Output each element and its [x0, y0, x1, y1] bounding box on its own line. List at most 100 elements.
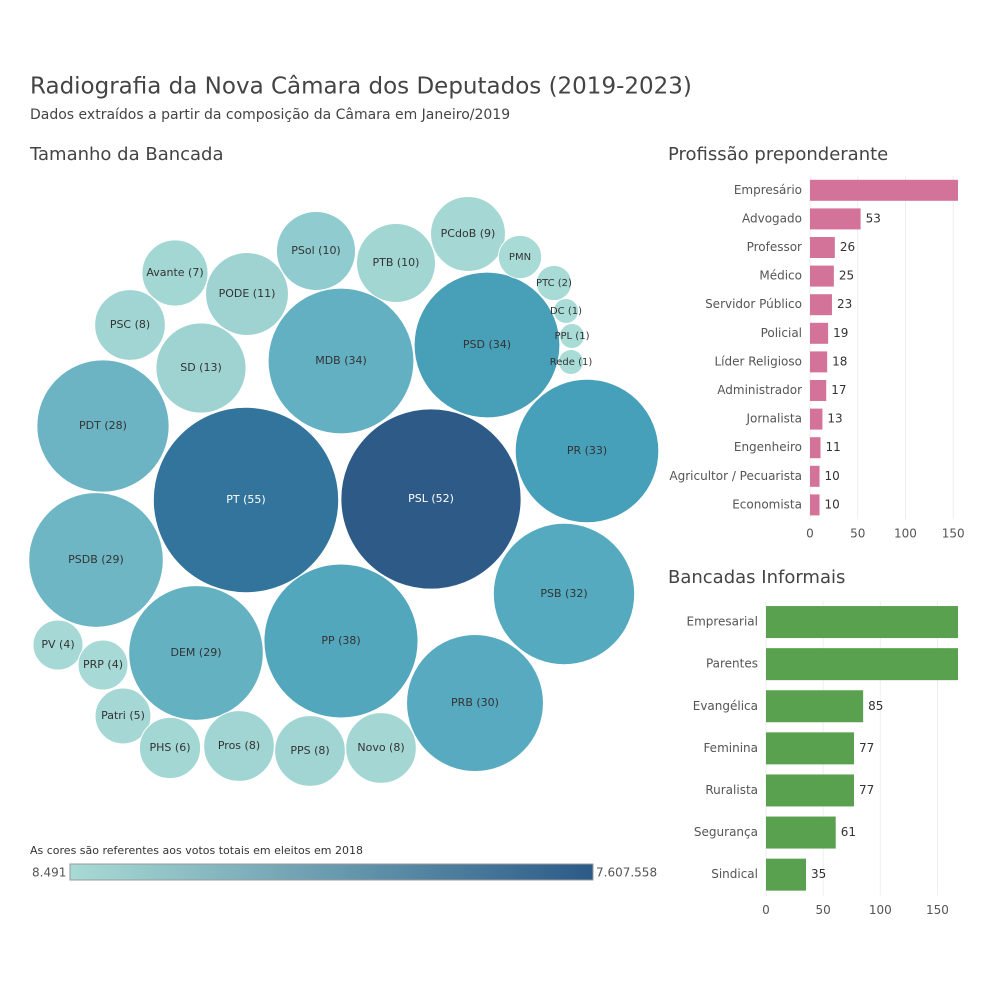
bubble-label: PSD (34) [463, 338, 511, 351]
bar [810, 494, 820, 516]
y-tick-label: Ruralista [705, 783, 758, 797]
y-tick-label: Servidor Público [705, 297, 802, 311]
bubble [340, 408, 522, 590]
bar [810, 351, 828, 373]
x-tick-label: 100 [869, 903, 892, 917]
value-label: 25 [839, 269, 854, 283]
value-label: 11 [826, 440, 841, 454]
bubble-label: PRP (4) [83, 658, 123, 671]
bubble [28, 492, 164, 628]
bubble-label: Avante (7) [146, 266, 203, 279]
y-tick-label: Professor [747, 240, 802, 254]
bubble [94, 289, 166, 361]
bubble-label: Pros (8) [218, 739, 260, 752]
y-tick-label: Empresário [734, 183, 802, 197]
y-tick-label: Advogado [742, 211, 802, 225]
y-tick-label: Parentes [706, 657, 758, 671]
bubble [138, 716, 202, 780]
bar [766, 774, 854, 807]
bar [810, 322, 829, 344]
bubble [155, 322, 247, 414]
value-label: 26 [840, 240, 855, 254]
subtitle: Dados extraídos a partir da composição d… [30, 107, 510, 123]
x-tick-label: 150 [942, 527, 965, 541]
bubble [205, 252, 289, 336]
bubble [559, 323, 585, 349]
bubble [203, 710, 275, 782]
bars [810, 179, 958, 516]
value-label: 53 [866, 211, 881, 225]
bubble-label: PV (4) [41, 638, 74, 651]
x-tick-label: 0 [806, 527, 814, 541]
bubble-label: PPL (1) [555, 331, 590, 342]
y-tick-label: Engenheiro [734, 440, 802, 454]
bubble [345, 712, 417, 784]
bubble [32, 619, 84, 671]
x-tick-label: 150 [926, 903, 949, 917]
bar [810, 237, 835, 258]
bubble-label: Novo (8) [357, 741, 404, 754]
bubble-label: PSL (52) [408, 492, 454, 505]
bubble-label: PR (33) [567, 444, 607, 457]
bar [810, 208, 861, 230]
bubble-label: PMN [509, 252, 531, 263]
y-tick-label: Médico [759, 269, 802, 283]
bars [766, 606, 958, 891]
legend-min: 8.491 [32, 866, 66, 880]
bubble [430, 196, 506, 272]
bubble-label: PRB (30) [451, 696, 499, 709]
x-tick-label: 100 [894, 527, 917, 541]
y-tick-label: Administrador [717, 383, 802, 397]
value-label: 85 [868, 699, 883, 713]
bubble-label: PT (55) [226, 493, 265, 506]
y-tick-label: Economista [732, 497, 802, 511]
bubble [141, 239, 209, 307]
value-label: 13 [827, 412, 842, 426]
bar [766, 648, 958, 681]
value-label: 77 [859, 741, 874, 755]
bar [810, 265, 834, 287]
bar [810, 294, 832, 316]
y-tick-label: Segurança [694, 825, 758, 839]
bubble [275, 210, 357, 292]
bubble-label: PHS (6) [150, 741, 191, 754]
title: Radiografia da Nova Câmara dos Deputados… [30, 74, 692, 100]
legend-max: 7.607.558 [596, 866, 657, 880]
bar [766, 732, 854, 765]
bubble [128, 585, 264, 721]
value-label: 10 [825, 497, 840, 511]
bar [810, 465, 820, 487]
legend-scale [69, 863, 594, 881]
chart-title: Bancadas Informais [668, 567, 845, 588]
y-tick-label: Empresarial [686, 615, 758, 629]
y-tick-label: Policial [761, 326, 802, 340]
bubble [267, 287, 415, 435]
bubble [152, 406, 340, 594]
bubble-label: PDT (28) [79, 419, 127, 432]
bubble-label: SD (13) [180, 361, 222, 374]
bubble-label: PSB (32) [540, 587, 587, 600]
bubble-label: PCdoB (9) [441, 227, 496, 240]
bubble-label: PODE (11) [219, 287, 276, 300]
value-label: 18 [832, 354, 847, 368]
chart-title: Profissão preponderante [668, 144, 888, 165]
bubble-label: PP (38) [321, 634, 360, 647]
value-label: 10 [825, 469, 840, 483]
bubble [558, 349, 584, 375]
bubble-label: PSDB (29) [68, 553, 124, 566]
bubble [406, 634, 544, 772]
bubble [36, 359, 170, 493]
bubble-label: PTC (2) [536, 278, 572, 289]
y-tick-label: Sindical [711, 867, 758, 881]
bar [810, 380, 827, 401]
bar [766, 858, 806, 891]
x-tick-label: 50 [816, 903, 831, 917]
y-tick-label: Jornalista [745, 412, 802, 426]
bubble [553, 298, 579, 324]
value-label: 23 [837, 297, 852, 311]
chart-title: Tamanho da Bancada [29, 144, 224, 165]
value-label: 19 [833, 326, 848, 340]
bubble [263, 563, 419, 719]
bubble [492, 522, 636, 666]
